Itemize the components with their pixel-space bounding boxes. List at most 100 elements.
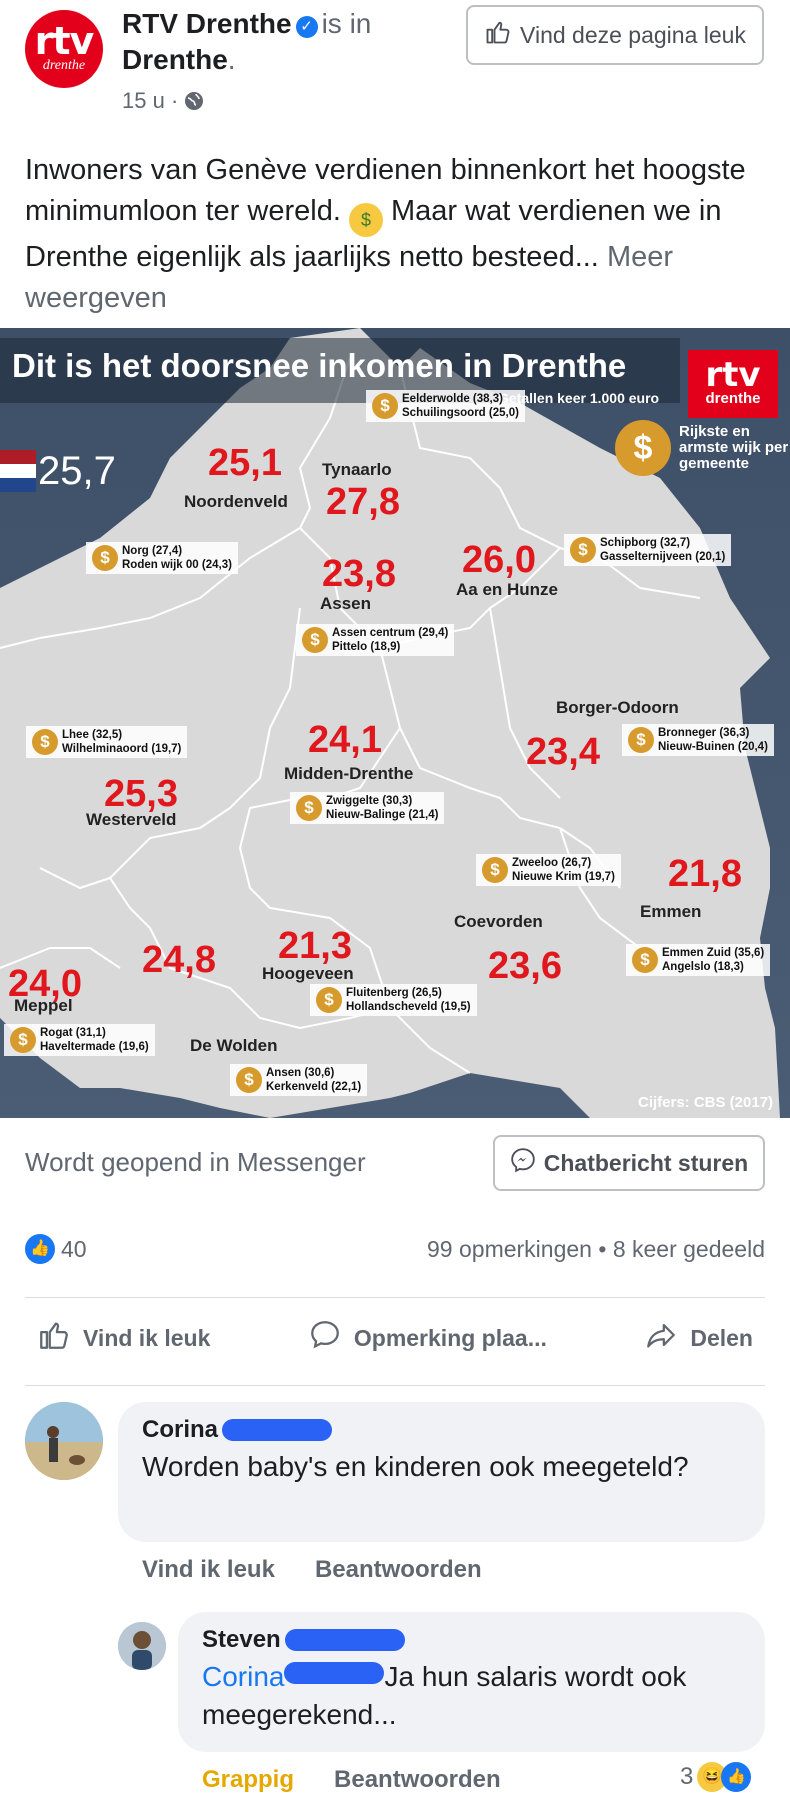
label-coevorden: Coevorden bbox=[454, 912, 543, 931]
poor-neighbourhood: Kerkenveld (22,1) bbox=[266, 1081, 362, 1093]
neighbourhood-tynaarlo: $ Eelderwolde (38,3) Schuilingsoord (25,0… bbox=[366, 390, 525, 422]
like-page-label: Vind deze pagina leuk bbox=[520, 21, 746, 48]
redaction-mark bbox=[284, 1662, 385, 1684]
money-bag-icon: $ bbox=[302, 627, 328, 653]
poor-neighbourhood: Hollandscheveld (19,5) bbox=[346, 1001, 471, 1013]
post-author-line: RTV Drenthe ✓ is in Drenthe. bbox=[122, 6, 422, 78]
comment-text: Ja hun salaris wordt ook meegerekend... bbox=[202, 1661, 687, 1730]
send-message-button[interactable]: Chatbericht sturen bbox=[493, 1135, 765, 1191]
thumbs-up-icon bbox=[37, 1318, 71, 1358]
send-message-label: Chatbericht sturen bbox=[543, 1149, 749, 1176]
infographic-subtitle: Getallen keer 1.000 euro bbox=[498, 390, 660, 406]
money-bag-icon: $ bbox=[316, 987, 342, 1013]
rich-neighbourhood: Lhee (32,5) bbox=[62, 729, 123, 741]
page-logo[interactable]: rtv drenthe bbox=[25, 10, 103, 88]
post-text-part2: Maar wat verdienen we in Drenthe eigenli… bbox=[25, 195, 722, 273]
comment-actions: Vind ik leuk Beantwoorden bbox=[142, 1556, 482, 1584]
poor-neighbourhood: Nieuw-Balinge (21,4) bbox=[326, 809, 439, 821]
location-link[interactable]: Drenthe bbox=[122, 44, 228, 75]
title-band bbox=[0, 338, 680, 403]
post-actions: Vind ik leuk Opmerking plaa... Delen bbox=[25, 1318, 765, 1358]
infographic-title: Dit is het doorsnee inkomen in Drenthe bbox=[12, 347, 627, 384]
rich-neighbourhood: Bronneger (36,3) bbox=[658, 727, 750, 739]
comment-icon bbox=[308, 1318, 342, 1358]
rich-neighbourhood: Zweeloo (26,7) bbox=[512, 857, 592, 869]
like-reaction-icon: 👍 bbox=[721, 1762, 752, 1792]
neighbourhood-noordenveld: $ Norg (27,4) Roden wijk 00 (24,3) bbox=[86, 542, 238, 574]
label-midden-drenthe: Midden-Drenthe bbox=[284, 764, 414, 783]
label-emmen: Emmen bbox=[640, 902, 702, 921]
value-emmen: 21,8 bbox=[668, 853, 742, 895]
label-aa-en-hunze: Aa en Hunze bbox=[456, 580, 559, 599]
page-name-link[interactable]: RTV Drenthe bbox=[122, 8, 292, 39]
divider bbox=[25, 1385, 765, 1386]
reaction-count: 3 bbox=[680, 1763, 694, 1790]
money-bag-icon: $ bbox=[236, 1067, 262, 1093]
comment-bubble: Steven Corina Ja hun salaris wordt ook me… bbox=[178, 1612, 765, 1752]
rich-neighbourhood: Fluitenberg (26,5) bbox=[346, 987, 442, 999]
comment-text: Worden baby's en kinderen ook meegeteld? bbox=[142, 1451, 689, 1482]
comment-reply-button[interactable]: Beantwoorden bbox=[334, 1766, 501, 1793]
location-period: . bbox=[227, 44, 236, 75]
label-assen: Assen bbox=[320, 594, 372, 613]
poor-neighbourhood: Schuilingsoord (25,0) bbox=[402, 407, 519, 419]
logo-subtext: drenthe bbox=[42, 58, 86, 73]
rtv-logo-subtext: drenthe bbox=[705, 390, 761, 407]
messenger-label: Wordt geopend in Messenger bbox=[25, 1147, 366, 1177]
neighbourhood-westerveld: $ Lhee (32,5) Wilhelminaoord (19,7) bbox=[26, 726, 188, 758]
rich-neighbourhood: Emmen Zuid (35,6) bbox=[662, 947, 765, 959]
mention-link[interactable]: Corina bbox=[202, 1661, 285, 1692]
money-bag-icon: $ bbox=[628, 727, 654, 753]
redaction-mark bbox=[222, 1419, 333, 1441]
comment-author[interactable]: Steven bbox=[202, 1626, 281, 1653]
value-westerveld: 25,3 bbox=[104, 773, 178, 815]
see-more-link[interactable]: Meer weergeven bbox=[25, 241, 674, 314]
comment-bubble: Corina Worden baby's en kinderen ook mee… bbox=[118, 1402, 765, 1542]
value-de-wolden: 24,8 bbox=[142, 939, 216, 981]
like-button[interactable]: Vind ik leuk bbox=[25, 1318, 222, 1358]
value-coevorden: 23,6 bbox=[488, 945, 562, 987]
share-button[interactable]: Delen bbox=[632, 1318, 765, 1358]
reaction-summary[interactable]: 👍 40 bbox=[25, 1234, 87, 1264]
netherlands-value: 25,7 bbox=[38, 449, 116, 493]
haha-reaction-label[interactable]: Grappig bbox=[202, 1766, 295, 1793]
comment-button[interactable]: Opmerking plaa... bbox=[296, 1318, 559, 1358]
poor-neighbourhood: Wilhelminaoord (19,7) bbox=[62, 743, 182, 755]
label-hoogeveen: Hoogeveen bbox=[262, 964, 354, 983]
comment-reply-button[interactable]: Beantwoorden bbox=[314, 1556, 482, 1583]
share-icon bbox=[644, 1318, 678, 1358]
like-page-button[interactable]: Vind deze pagina leuk bbox=[466, 5, 764, 65]
rich-neighbourhood: Eelderwolde (38,3) bbox=[402, 393, 503, 405]
label-westerveld: Westerveld bbox=[86, 810, 177, 829]
engagement-stats: 99 opmerkingen • 8 keer gedeeld bbox=[427, 1236, 765, 1263]
infographic-image[interactable]: Dit is het doorsnee inkomen in Drenthe G… bbox=[0, 328, 790, 1118]
like-count: 40 bbox=[61, 1235, 87, 1262]
rtv-logo-text: rtv bbox=[705, 355, 761, 395]
avatar[interactable] bbox=[118, 1622, 166, 1670]
messenger-icon bbox=[510, 1147, 536, 1179]
rich-neighbourhood: Schipborg (32,7) bbox=[600, 537, 691, 549]
verified-badge-icon: ✓ bbox=[295, 16, 318, 38]
is-in-text: is in bbox=[321, 8, 372, 39]
comment-author[interactable]: Corina bbox=[142, 1416, 219, 1443]
money-bag-icon: $ bbox=[615, 420, 671, 476]
post-meta: 15 u · bbox=[122, 88, 204, 114]
value-noordenveld: 25,1 bbox=[208, 442, 282, 484]
poor-neighbourhood: Nieuwe Krim (19,7) bbox=[512, 871, 615, 883]
poor-neighbourhood: Roden wijk 00 (24,3) bbox=[122, 559, 232, 571]
comment-like-button[interactable]: Vind ik leuk bbox=[142, 1556, 275, 1583]
share-count[interactable]: 8 keer gedeeld bbox=[612, 1236, 765, 1262]
neighbourhood-emmen: $ Emmen Zuid (35,6) Angelslo (18,3) bbox=[626, 944, 771, 976]
comment-reactions[interactable]: 3 😆 👍 bbox=[680, 1762, 752, 1792]
label-noordenveld: Noordenveld bbox=[184, 492, 288, 511]
post-time[interactable]: 15 u bbox=[122, 88, 165, 113]
poor-neighbourhood: Gasselternijveen (20,1) bbox=[600, 551, 726, 563]
label-borger-odoorn: Borger-Odoorn bbox=[556, 698, 679, 717]
avatar[interactable] bbox=[25, 1402, 103, 1480]
label-meppel: Meppel bbox=[14, 996, 73, 1015]
comment-count[interactable]: 99 opmerkingen bbox=[427, 1236, 592, 1262]
neighbourhood-assen: $ Assen centrum (29,4) Pittelo (18,9) bbox=[296, 624, 455, 656]
money-bag-icon: $ bbox=[296, 795, 322, 821]
poor-neighbourhood: Pittelo (18,9) bbox=[332, 641, 401, 653]
neighbourhood-borger-odoorn: $ Bronneger (36,3) Nieuw-Buinen (20,4) bbox=[622, 724, 774, 756]
